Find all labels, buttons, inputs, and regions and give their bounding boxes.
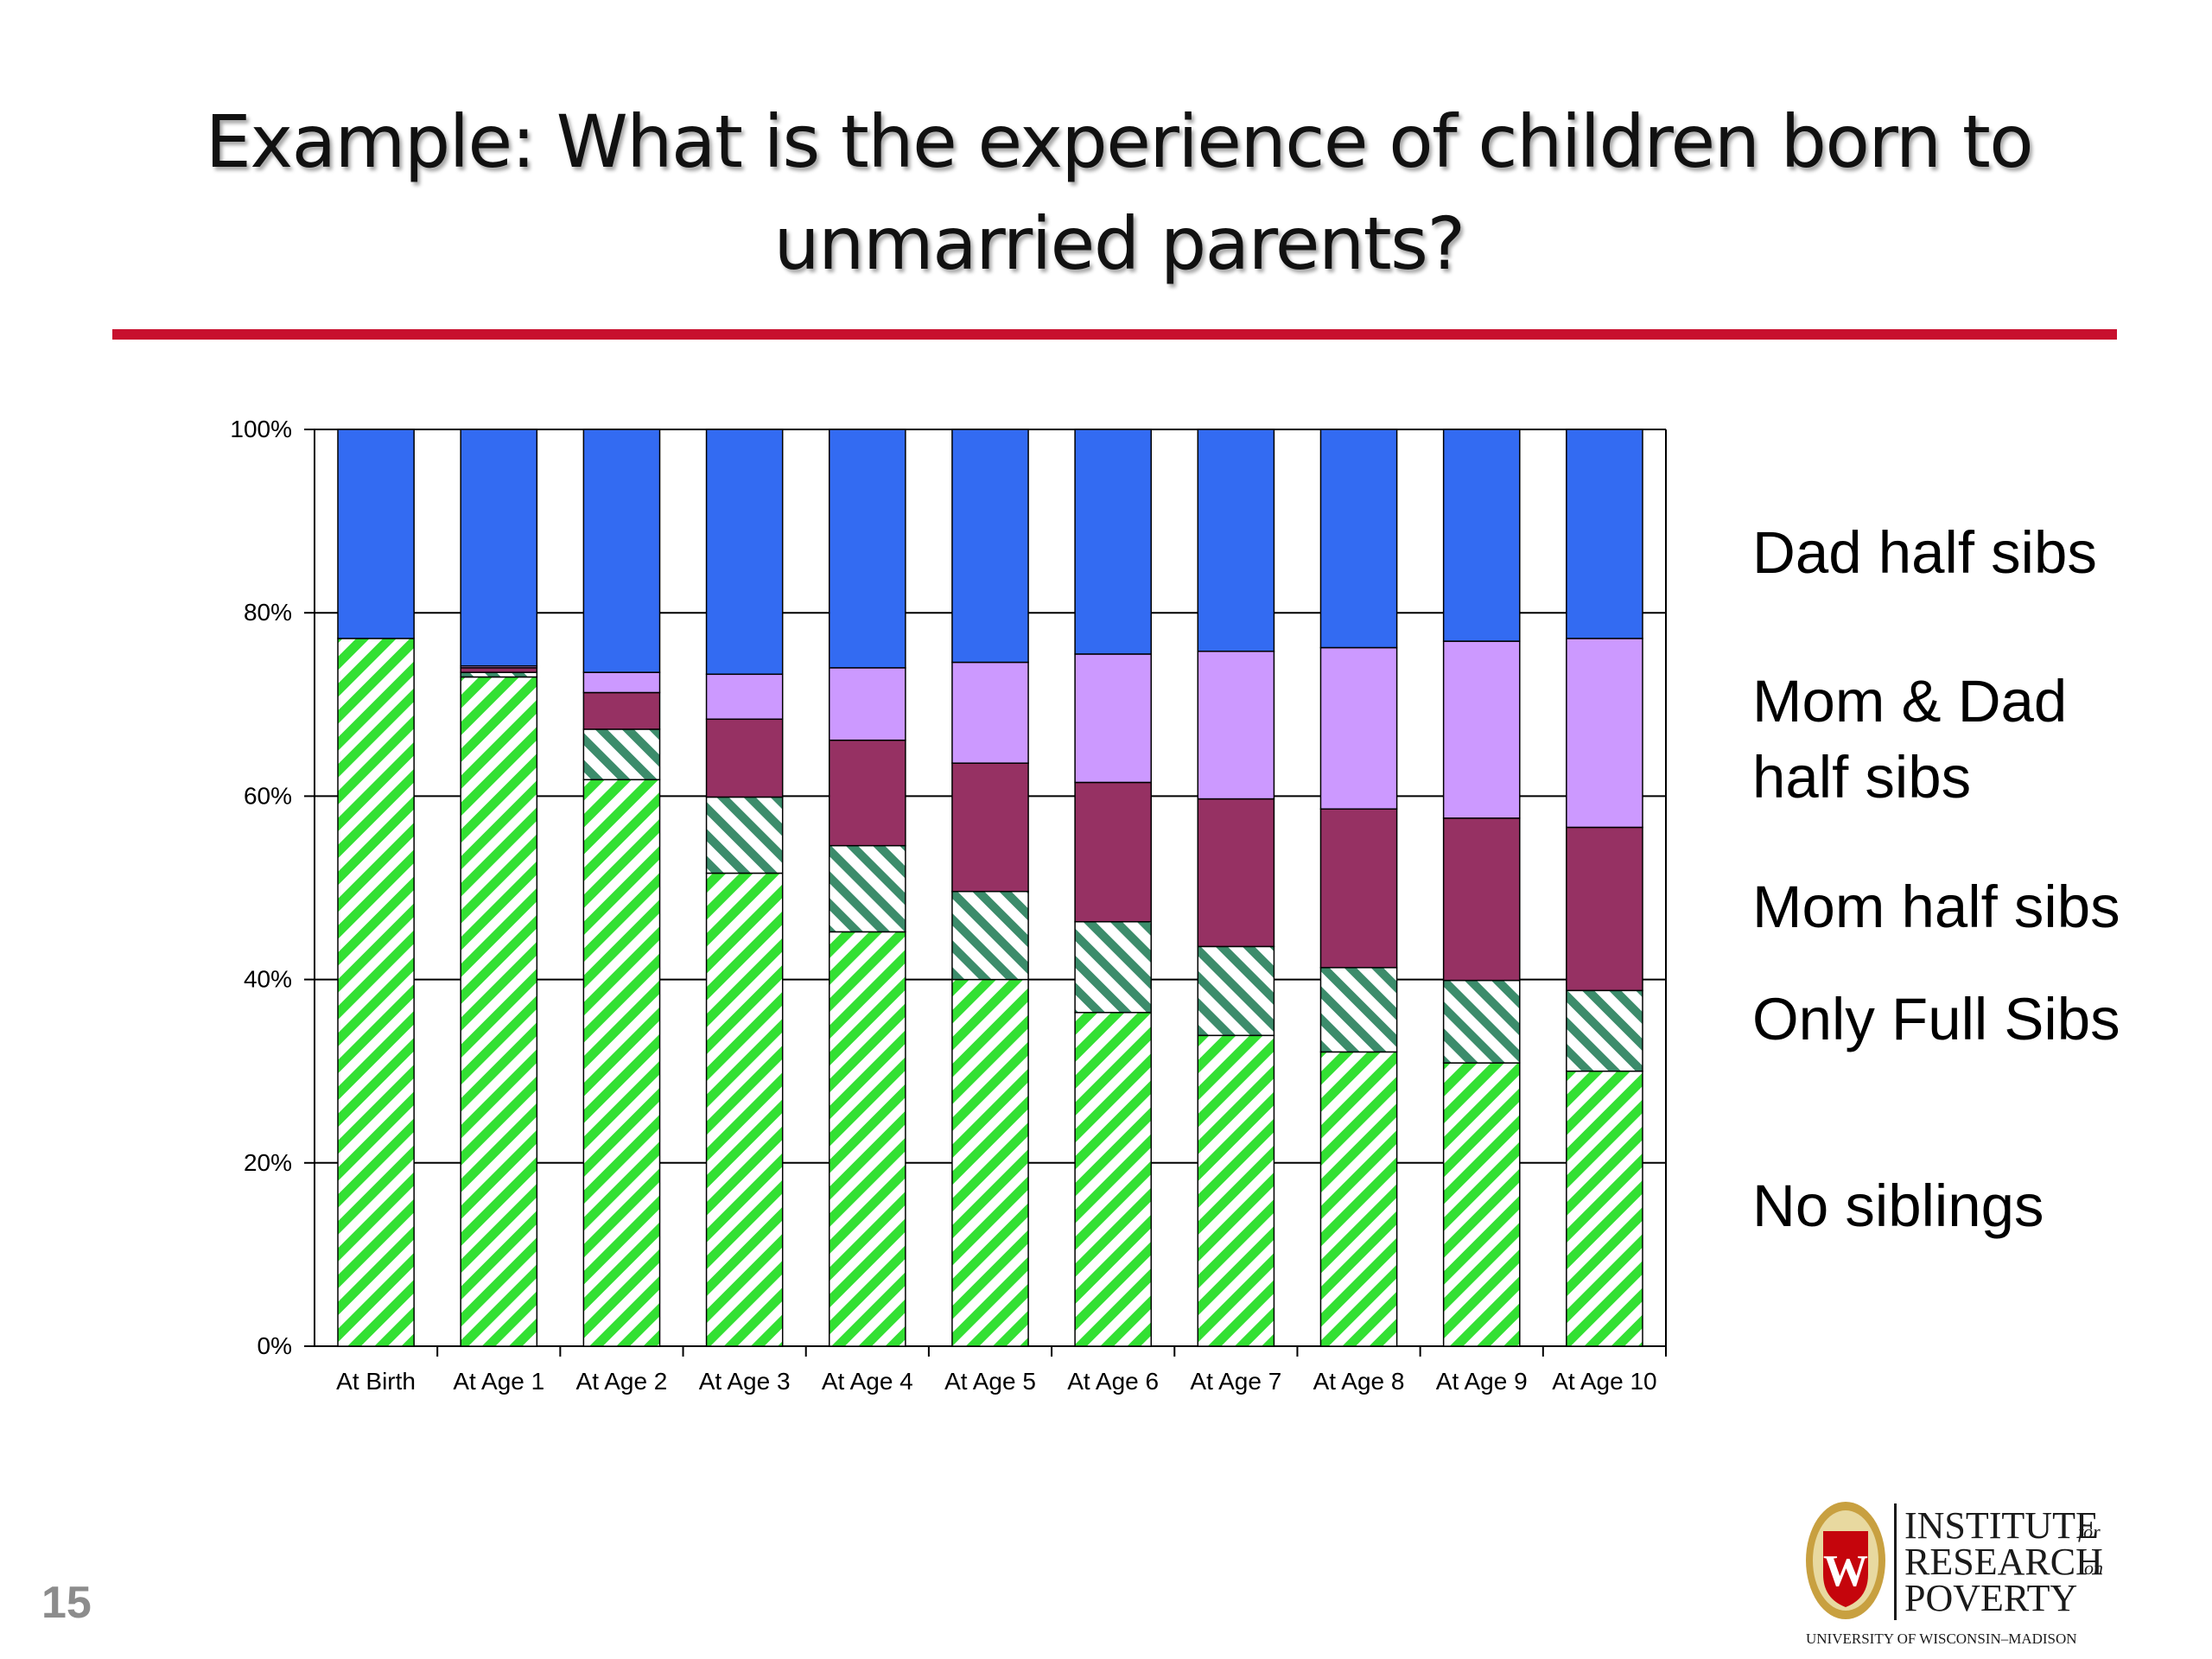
bar-segment-no-siblings: [1074, 1012, 1153, 1347]
logo-line1: INSTITUTE: [1904, 1504, 2099, 1547]
bar-segment-mom-half-sibs: [828, 739, 906, 847]
bar-segment-only-full-sibs: [1074, 921, 1153, 1014]
bar-segment-dad-half-sibs: [1074, 429, 1153, 655]
title-rule: [112, 329, 2117, 340]
bar-segment-no-siblings: [1319, 1051, 1398, 1347]
bar-segment-mom-half-sibs: [1442, 817, 1521, 982]
bar-segment-mom-dad-half-sibs: [1442, 640, 1521, 819]
bar-segment-no-siblings: [828, 931, 906, 1347]
x-tick-label: At Age 10: [1552, 1368, 1656, 1395]
bar-segment-dad-half-sibs: [1319, 429, 1398, 649]
bar-segment-mom-dad-half-sibs: [1319, 646, 1398, 810]
x-tick-label: At Age 3: [699, 1368, 791, 1395]
x-tick-label: At Age 9: [1436, 1368, 1528, 1395]
bar-segment-mom-half-sibs: [1074, 781, 1153, 923]
bar-segment-mom-dad-half-sibs: [582, 671, 661, 694]
slide-title-line2: unmarried parents?: [773, 201, 1465, 286]
bar-segment-only-full-sibs: [460, 671, 538, 678]
bar-segment-no-siblings: [951, 978, 1029, 1347]
bar-segment-mom-half-sibs: [1197, 798, 1275, 948]
bar-segment-no-siblings: [1442, 1062, 1521, 1347]
y-tick-label: 100%: [230, 416, 292, 442]
bar-segment-only-full-sibs: [705, 796, 784, 874]
legend-item-mom-half-sibs: Mom half sibs: [1752, 869, 2120, 945]
plot-area: 0% 20% 40% 60% 80% 100% At Birth At Age 1 At Age…: [230, 416, 1667, 1395]
logo-line1-suffix: for: [2078, 1521, 2101, 1542]
page-number: 15: [41, 1578, 92, 1628]
bar-segment-only-full-sibs: [1442, 979, 1521, 1064]
x-tick-label: At Age 2: [576, 1368, 668, 1395]
bar-segment-dad-half-sibs: [1566, 429, 1643, 639]
legend-item-no-siblings: No siblings: [1752, 1168, 2044, 1244]
bar-segment-only-full-sibs: [951, 890, 1029, 981]
y-tick-label: 40%: [244, 966, 292, 993]
bar-segment-mom-dad-half-sibs: [1074, 653, 1153, 784]
bar-segment-mom-half-sibs: [460, 667, 538, 673]
uw-crest-icon: W: [1806, 1502, 1885, 1619]
legend-label: Only Full Sibs: [1752, 986, 2120, 1052]
legend-label: Dad half sibs: [1752, 519, 2097, 586]
x-tick-label: At Age 4: [822, 1368, 913, 1395]
bar-segment-only-full-sibs: [1319, 967, 1398, 1053]
x-tick-label: At Age 5: [944, 1368, 1036, 1395]
bar-segment-no-siblings: [460, 676, 538, 1347]
logo-subline: UNIVERSITY OF WISCONSIN–MADISON: [1806, 1630, 2077, 1647]
irp-logo: W INSTITUTE for RESEARCH on POVERTY UNIV…: [1806, 1502, 2103, 1647]
x-tick-label: At Age 6: [1067, 1368, 1159, 1395]
bar-segment-only-full-sibs: [1197, 945, 1275, 1037]
y-tick-label: 60%: [244, 782, 292, 809]
bar-segment-mom-dad-half-sibs: [828, 667, 906, 741]
bar-segment-no-siblings: [1197, 1034, 1275, 1347]
bar-segment-mom-dad-half-sibs: [1197, 651, 1275, 800]
bar-segment-only-full-sibs: [582, 728, 661, 781]
bar-segment-dad-half-sibs: [582, 429, 661, 673]
bar-segment-dad-half-sibs: [951, 429, 1029, 664]
bar-segment-mom-half-sibs: [1566, 826, 1643, 992]
x-tick-label: At Age 1: [453, 1368, 544, 1395]
bar-segment-dad-half-sibs: [1197, 429, 1275, 652]
legend-item-only-full-sibs: Only Full Sibs: [1752, 982, 2120, 1058]
crest-letter: W: [1823, 1547, 1868, 1596]
y-tick-label: 20%: [244, 1149, 292, 1176]
x-tick-label: At Birth: [336, 1368, 416, 1395]
bar-segment-mom-dad-half-sibs: [705, 673, 784, 721]
bar-segment-only-full-sibs: [828, 844, 906, 933]
bar-segment-dad-half-sibs: [337, 429, 415, 639]
legend-item-mom-dad-half-sibs: Mom & Dad half sibs: [1752, 664, 2067, 816]
x-tick-label: At Age 7: [1190, 1368, 1281, 1395]
y-tick-label: 80%: [244, 599, 292, 626]
bar-segment-mom-dad-half-sibs: [1566, 638, 1643, 829]
bar-segment-no-siblings: [582, 779, 661, 1347]
bar-segment-only-full-sibs: [1566, 989, 1643, 1072]
bar-segment-no-siblings: [337, 638, 415, 1347]
bar-segment-dad-half-sibs: [1442, 429, 1521, 642]
bar-segment-mom-half-sibs: [705, 718, 784, 798]
bar-segment-mom-half-sibs: [582, 691, 661, 730]
x-tick-label: At Age 8: [1313, 1368, 1405, 1395]
legend-label: Mom half sibs: [1752, 874, 2120, 940]
bar-segment-no-siblings: [705, 872, 784, 1347]
bar-segment-no-siblings: [1566, 1070, 1643, 1347]
logo-line2: RESEARCH: [1904, 1541, 2103, 1583]
bar-segment-mom-half-sibs: [951, 762, 1029, 893]
logo-line3: POVERTY: [1904, 1577, 2077, 1619]
bar-segment-mom-half-sibs: [1319, 808, 1398, 969]
legend-item-dad-half-sibs: Dad half sibs: [1752, 515, 2097, 591]
slide-title-line1: Example: What is the experience of child…: [205, 99, 2034, 184]
logo-line2-suffix: on: [2084, 1557, 2103, 1579]
legend-label: No siblings: [1752, 1173, 2044, 1239]
bar-segment-dad-half-sibs: [705, 429, 784, 676]
legend-label-line2: half sibs: [1752, 744, 1972, 810]
slide-title: Example: What is the experience of child…: [86, 91, 2152, 295]
bar-segment-dad-half-sibs: [460, 429, 538, 667]
bar-segment-mom-dad-half-sibs: [951, 661, 1029, 764]
legend-label-line1: Mom & Dad: [1752, 668, 2068, 734]
y-tick-label: 0%: [257, 1332, 292, 1359]
bar-segment-dad-half-sibs: [828, 429, 906, 669]
